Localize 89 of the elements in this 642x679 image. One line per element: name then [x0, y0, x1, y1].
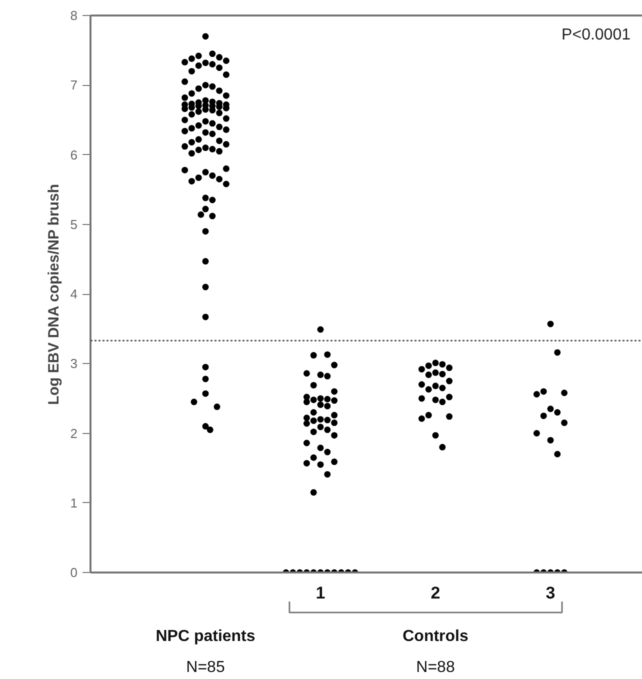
point [418, 415, 425, 422]
point [439, 384, 446, 392]
point [324, 426, 331, 434]
point [425, 372, 432, 378]
point [303, 460, 310, 466]
y-axis-title: Log EBV DNA copies/NP brush [45, 184, 62, 405]
point [317, 395, 324, 402]
x-tick-label: 3 [546, 584, 556, 602]
point [425, 362, 432, 369]
y-tick-label: 1 [70, 495, 78, 510]
point [324, 416, 331, 424]
y-tick-label: 5 [70, 216, 78, 232]
point [446, 394, 453, 400]
point [418, 395, 425, 402]
point [310, 428, 317, 436]
point [540, 388, 547, 395]
point [310, 489, 317, 496]
point [331, 420, 338, 426]
point [331, 397, 338, 404]
point [418, 366, 425, 372]
point [554, 450, 561, 458]
point [303, 398, 310, 406]
point [561, 390, 568, 396]
point [439, 444, 446, 450]
point [317, 326, 324, 333]
point [446, 364, 453, 372]
point [331, 458, 338, 466]
point [310, 382, 317, 388]
point [561, 420, 568, 426]
point [310, 454, 317, 461]
point [317, 401, 324, 408]
point [317, 461, 324, 468]
point [533, 391, 540, 398]
point [331, 362, 338, 368]
point [418, 381, 425, 388]
point [432, 396, 439, 404]
point [439, 370, 446, 378]
y-tick-label: 6 [70, 147, 78, 162]
point [303, 414, 310, 422]
point [446, 378, 453, 384]
point [432, 432, 439, 439]
point [324, 448, 331, 456]
y-tick-label: 0 [70, 565, 78, 580]
text: N=85 [186, 659, 225, 676]
point [317, 372, 324, 378]
text: NPC patients [156, 628, 256, 645]
point [439, 361, 446, 368]
point [303, 440, 310, 446]
point [324, 351, 331, 358]
x-tick-label: 2 [430, 584, 440, 602]
point [310, 409, 317, 416]
point [303, 420, 310, 427]
point [324, 372, 331, 380]
x-tick-label: 1 [316, 584, 326, 602]
point [432, 360, 439, 366]
point [310, 352, 317, 359]
point [331, 432, 338, 439]
y-tick-label: 2 [70, 426, 78, 441]
y-tick-label: 4 [70, 286, 78, 302]
annotation: P<0.0001 [562, 26, 631, 44]
point [425, 412, 432, 418]
point [331, 388, 338, 395]
point [324, 471, 331, 478]
point [317, 416, 324, 423]
point [324, 396, 331, 402]
point [540, 412, 547, 420]
text: Controls [402, 628, 468, 645]
y-tick-label: 3 [70, 356, 78, 372]
point [432, 369, 439, 376]
point [317, 444, 324, 452]
y-tick-label: 7 [70, 78, 78, 93]
point [439, 398, 446, 406]
point [547, 320, 554, 328]
point [310, 396, 317, 404]
point [554, 409, 561, 416]
point [547, 406, 554, 412]
point [310, 417, 317, 424]
point [533, 430, 540, 436]
point [554, 349, 561, 356]
point [324, 402, 331, 410]
point [425, 386, 432, 393]
y-tick-label: 8 [70, 8, 78, 23]
point [446, 413, 453, 420]
point [547, 436, 554, 444]
point [317, 424, 324, 430]
text: N=88 [416, 659, 455, 676]
point [432, 382, 439, 390]
point [331, 412, 338, 418]
point [303, 370, 310, 377]
